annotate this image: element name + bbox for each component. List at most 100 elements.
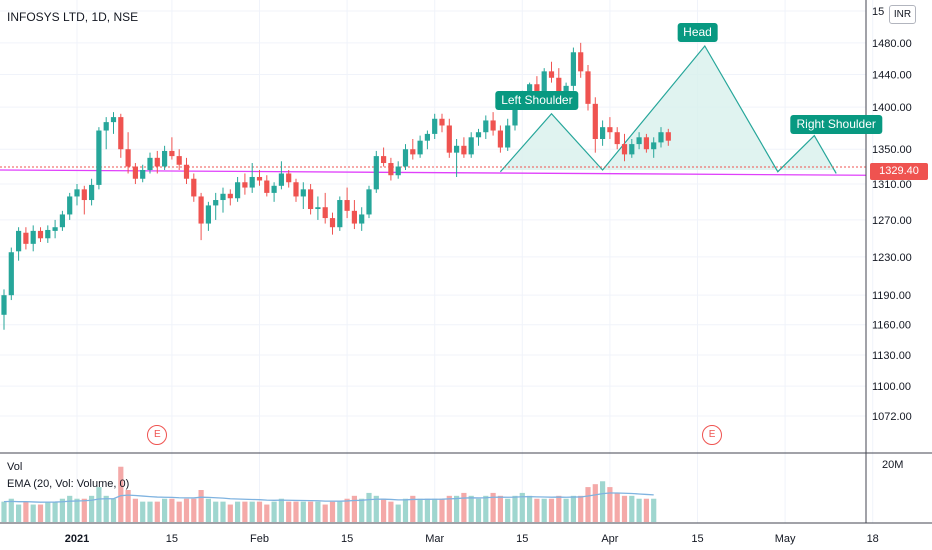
candle-body xyxy=(132,166,138,179)
x-tick-label: 2021 xyxy=(65,533,89,545)
earnings-marker[interactable]: E xyxy=(702,425,723,445)
volume-bar xyxy=(548,498,555,522)
volume-bar xyxy=(81,498,87,522)
volume-bar xyxy=(118,466,124,522)
y-tick-label: 1400.00 xyxy=(872,102,912,114)
x-tick-label: 15 xyxy=(691,533,703,545)
volume-bar xyxy=(519,492,525,522)
candle-body xyxy=(490,120,496,131)
volume-bar xyxy=(227,504,233,522)
candle-body xyxy=(424,133,430,141)
volume-series xyxy=(1,466,657,522)
volume-bar xyxy=(446,495,452,522)
candle-body xyxy=(373,156,379,190)
candle-body xyxy=(162,150,168,167)
candle-body xyxy=(439,118,445,126)
candle-body xyxy=(505,125,511,148)
volume-bar xyxy=(147,501,153,522)
volume-bar xyxy=(242,501,248,522)
y-tick-label: 1190.00 xyxy=(872,290,911,302)
candle-body xyxy=(52,227,58,231)
volume-bar xyxy=(249,501,255,522)
candle-body xyxy=(395,166,401,176)
volume-bar xyxy=(52,501,58,522)
volume-bar xyxy=(541,498,547,522)
last-price-tag: 1329.40 xyxy=(870,163,928,180)
candle-body xyxy=(512,102,518,126)
candle-body xyxy=(483,120,489,133)
volume-bar xyxy=(103,495,109,522)
volume-bar xyxy=(162,498,168,522)
pattern-label: Head xyxy=(677,22,718,42)
pattern-label: Right Shoulder xyxy=(790,115,882,135)
candle-body xyxy=(410,149,416,155)
candlestick-series xyxy=(1,42,671,330)
candle-body xyxy=(249,176,255,188)
x-tick-label: Mar xyxy=(425,533,444,545)
candle-body xyxy=(585,71,591,104)
volume-bar xyxy=(578,495,584,522)
volume-bar xyxy=(30,504,36,522)
volume-bar xyxy=(563,498,569,522)
earnings-marker[interactable]: E xyxy=(147,425,168,445)
volume-bar xyxy=(359,498,365,522)
volume-bar xyxy=(505,498,511,522)
chart-grid xyxy=(0,0,874,523)
volume-bar xyxy=(308,501,314,522)
currency-badge[interactable]: INR xyxy=(889,5,916,24)
candle-body xyxy=(621,144,628,155)
candle-body xyxy=(220,193,226,201)
candle-body xyxy=(607,127,613,133)
volume-bar xyxy=(37,504,44,522)
panel-dividers: 20M xyxy=(0,0,932,524)
volume-bar xyxy=(16,504,22,522)
candle-body xyxy=(658,132,664,143)
head-and-shoulders-pattern xyxy=(499,44,837,174)
volume-bar xyxy=(629,495,635,522)
volume-bar xyxy=(556,495,562,522)
candle-body xyxy=(417,140,423,155)
volume-bar xyxy=(67,495,73,522)
x-tick-label: 18 xyxy=(867,533,879,545)
pattern-outline xyxy=(499,44,837,174)
neckline-line xyxy=(0,169,867,176)
volume-bar xyxy=(512,495,518,522)
candle-body xyxy=(213,200,219,206)
candle-body xyxy=(308,189,314,210)
candle-body xyxy=(16,230,22,252)
volume-bar xyxy=(45,501,51,522)
y-tick-label: 1072.00 xyxy=(872,411,912,423)
candle-body xyxy=(578,52,584,72)
volume-bar xyxy=(89,495,95,522)
candle-body xyxy=(388,163,394,176)
volume-bar xyxy=(154,501,160,522)
volume-title: Vol xyxy=(7,461,23,473)
volume-bar xyxy=(1,501,7,522)
ema-path xyxy=(3,492,654,503)
candle-body xyxy=(497,130,503,148)
y-tick-label: 1480.00 xyxy=(872,38,912,50)
volume-bar xyxy=(169,498,175,522)
candle-body xyxy=(548,71,555,78)
volume-bar xyxy=(651,498,657,522)
volume-bar xyxy=(278,498,284,522)
volume-bar xyxy=(191,498,197,522)
volume-bar xyxy=(213,501,219,522)
x-tick-label: Feb xyxy=(250,533,269,545)
volume-bar xyxy=(300,501,306,522)
volume-bar xyxy=(636,498,642,522)
volume-bar xyxy=(366,492,372,522)
candle-body xyxy=(643,137,649,150)
candle-body xyxy=(256,176,263,181)
y-tick-label: 15 xyxy=(872,6,884,18)
y-tick-label: 1230.00 xyxy=(872,252,912,264)
candle-body xyxy=(432,118,438,134)
volume-bar xyxy=(293,501,299,522)
y-tick-label: 1130.00 xyxy=(872,350,911,362)
candle-body xyxy=(264,180,270,193)
x-tick-label: Apr xyxy=(601,533,618,545)
volume-bar xyxy=(643,498,649,522)
volume-bar xyxy=(125,490,131,522)
volume-bar xyxy=(96,487,102,522)
